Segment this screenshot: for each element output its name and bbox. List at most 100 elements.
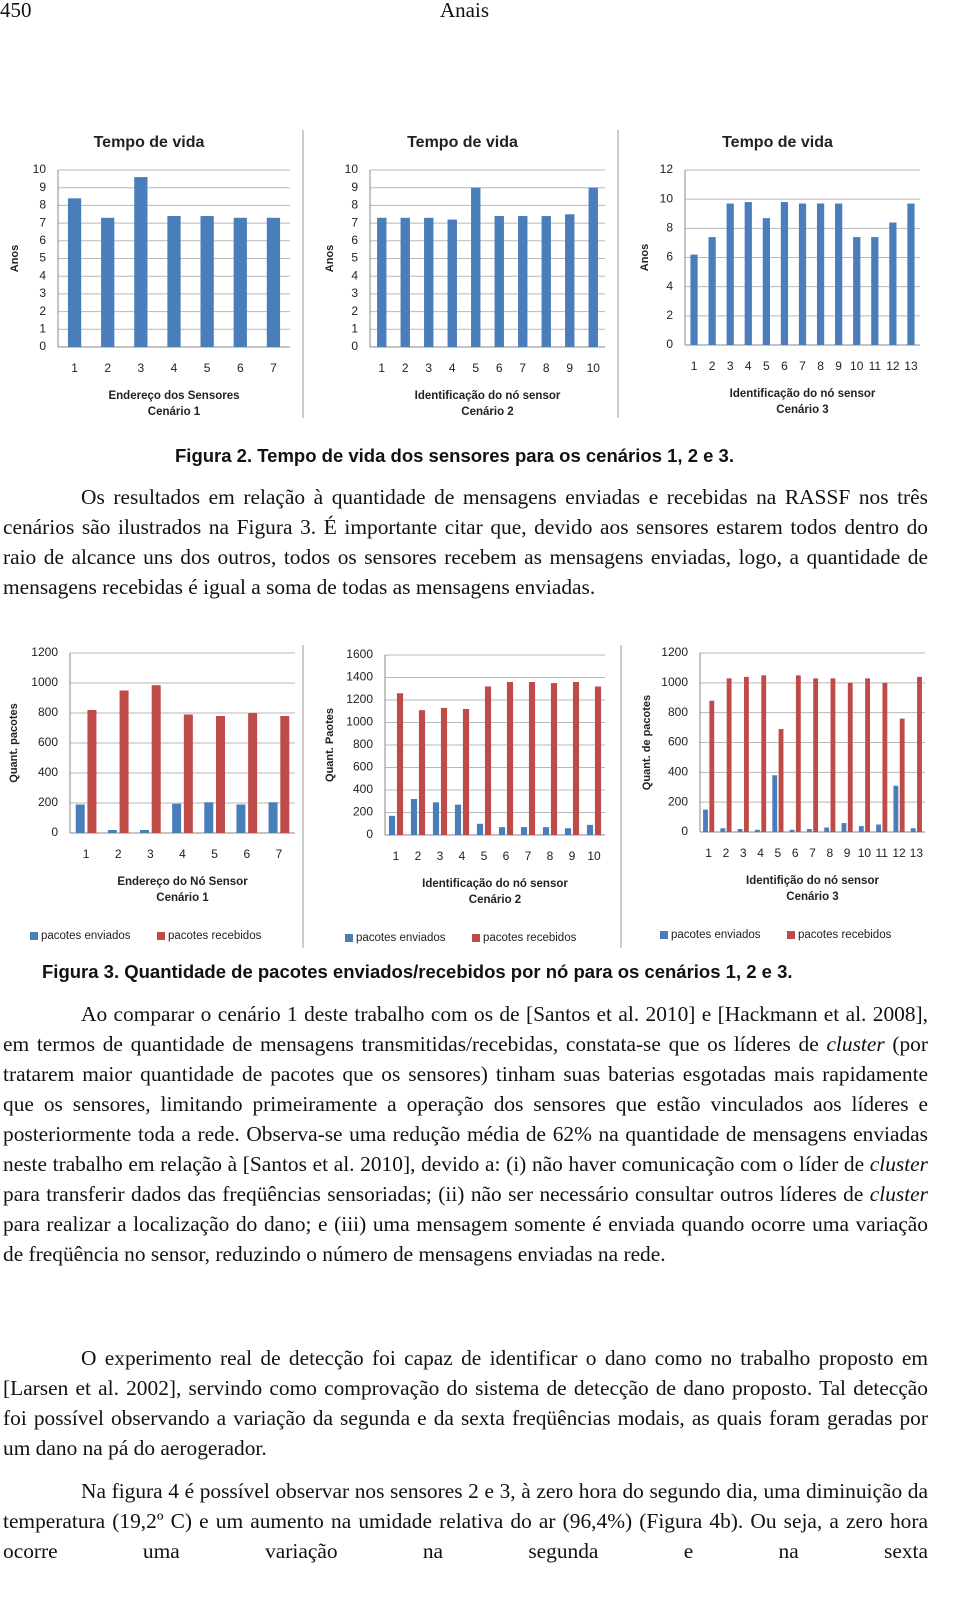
- y-tick-label: 200: [668, 794, 688, 808]
- bar: [440, 707, 448, 835]
- running-title: Anais: [440, 0, 489, 22]
- paragraph: O experimento real de detecção foi capaz…: [3, 1343, 928, 1463]
- y-tick-label: 400: [668, 765, 688, 779]
- y-tick-label: 10: [660, 191, 674, 205]
- bar: [703, 809, 708, 832]
- bar: [588, 187, 598, 347]
- bar: [813, 678, 819, 832]
- bar: [518, 216, 528, 347]
- bar: [67, 198, 82, 347]
- bar: [882, 682, 888, 832]
- bar: [798, 203, 807, 345]
- y-tick-label: 4: [666, 279, 673, 293]
- chart-title: Tempo de vida: [94, 134, 205, 151]
- y-tick-label: 0: [681, 824, 688, 838]
- bar: [215, 716, 225, 833]
- bar: [140, 830, 150, 833]
- bar: [876, 824, 882, 832]
- text: cluster: [826, 1032, 885, 1056]
- y-tick-label: 1000: [661, 675, 688, 689]
- y-tick-label: 1: [39, 321, 46, 335]
- bar: [200, 216, 214, 347]
- bar: [824, 827, 830, 832]
- y-tick-label: 10: [33, 162, 47, 176]
- y-tick-label: 0: [351, 339, 358, 353]
- paragraph: Na figura 4 é possível observar nos sens…: [3, 1476, 928, 1566]
- bar: [542, 827, 550, 835]
- x-tick-label: 10: [850, 359, 864, 373]
- x-tick-label: 6: [781, 359, 788, 373]
- y-tick-label: 1400: [346, 670, 373, 684]
- y-tick-label: 600: [353, 760, 373, 774]
- x-tick-label: 2: [709, 359, 716, 373]
- bar: [780, 202, 789, 345]
- x-tick-label: 13: [904, 359, 918, 373]
- y-tick-label: 2: [39, 304, 46, 318]
- bar: [795, 675, 801, 832]
- paragraph: Os resultados em relação à quantidade de…: [3, 482, 928, 602]
- y-tick-label: 200: [38, 795, 58, 809]
- y-tick-label: 0: [666, 337, 673, 351]
- x-tick-label: 6: [792, 846, 799, 860]
- legend-label: pacotes enviados: [671, 929, 761, 941]
- bar: [494, 216, 504, 347]
- y-tick-label: 1600: [346, 647, 373, 661]
- bar: [761, 675, 767, 832]
- x-tick-label: 4: [757, 846, 764, 860]
- bar: [167, 216, 181, 347]
- bar: [910, 828, 916, 832]
- x-tick-label: 5: [763, 359, 770, 373]
- text: cluster: [869, 1182, 928, 1206]
- x-tick-label: 3: [138, 361, 145, 375]
- legend-swatch: [660, 931, 668, 939]
- bar: [586, 824, 594, 835]
- text: (por tratarem maior quantidade de pacote…: [3, 1032, 928, 1176]
- y-tick-label: 4: [351, 268, 358, 282]
- x-tick-label: 3: [727, 359, 734, 373]
- bar: [572, 682, 580, 835]
- x-tick-label: 1: [705, 846, 712, 860]
- bar: [708, 237, 716, 345]
- bar: [396, 693, 404, 835]
- x-tick-label: 11: [875, 846, 888, 860]
- x-tick-label: 5: [775, 846, 782, 860]
- y-tick-label: 3: [351, 286, 358, 300]
- bar: [498, 827, 506, 835]
- text: Na figura 4 é possível observar nos sens…: [3, 1479, 928, 1563]
- x-tick-label: 3: [147, 847, 154, 861]
- legend-label: pacotes enviados: [356, 932, 446, 944]
- bar: [266, 217, 281, 347]
- bar: [871, 237, 879, 345]
- x-axis-label: Endereço dos Sensores: [108, 390, 239, 402]
- bar: [107, 830, 117, 833]
- y-tick-label: 800: [668, 705, 688, 719]
- y-tick-label: 8: [351, 198, 358, 212]
- text: cluster: [869, 1152, 928, 1176]
- bar: [233, 217, 247, 347]
- x-tick-label: 7: [799, 359, 806, 373]
- y-tick-label: 9: [39, 180, 46, 194]
- text: O experimento real de detecção foi capaz…: [3, 1346, 928, 1460]
- x-axis-label: Endereço do Nó Sensor: [117, 876, 248, 888]
- bar: [462, 709, 470, 835]
- x-tick-label: 4: [745, 359, 752, 373]
- bar: [789, 829, 795, 832]
- legend-label: pacotes enviados: [41, 930, 131, 942]
- chart-title: Tempo de vida: [407, 134, 518, 151]
- x-tick-label: 3: [740, 846, 747, 860]
- bar: [917, 676, 922, 832]
- chart-title: Tempo de vida: [722, 134, 833, 151]
- bar: [853, 237, 861, 345]
- bar: [889, 222, 897, 345]
- x-axis-subtitle: Cenário 2: [461, 406, 513, 418]
- y-tick-label: 200: [353, 805, 373, 819]
- y-tick-label: 400: [38, 765, 58, 779]
- bar: [726, 203, 734, 345]
- figure-caption: Figura 3. Quantidade de pacotes enviados…: [42, 961, 793, 982]
- y-tick-label: 6: [666, 250, 673, 264]
- x-tick-label: 2: [115, 847, 122, 861]
- bar: [755, 829, 760, 832]
- y-tick-label: 600: [38, 735, 58, 749]
- y-tick-label: 1000: [346, 715, 373, 729]
- bar: [75, 804, 85, 833]
